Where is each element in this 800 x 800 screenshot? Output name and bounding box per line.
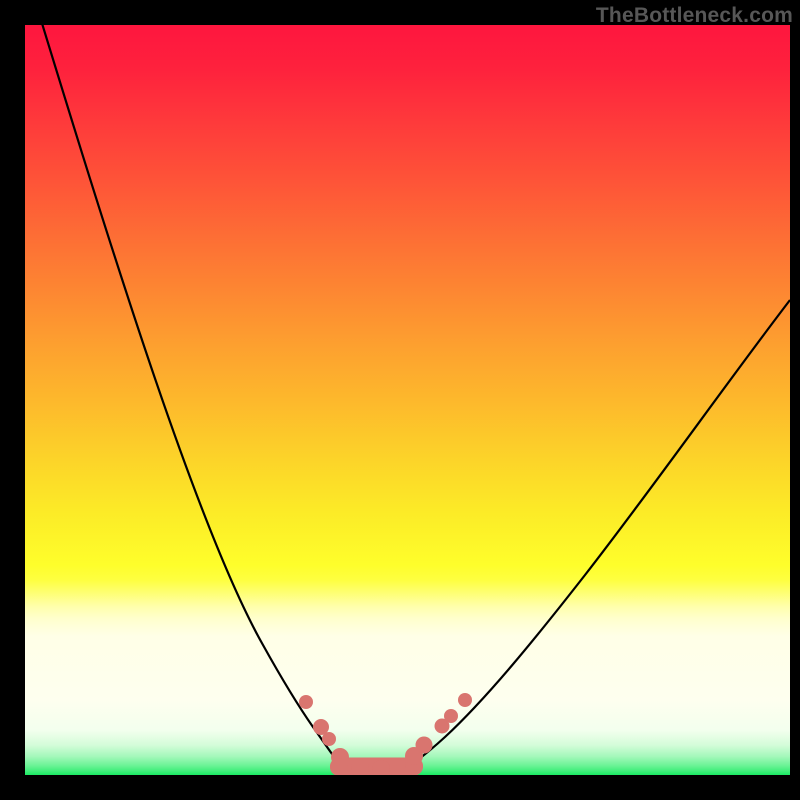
frame-border-left (0, 0, 25, 800)
chart-plot-area (25, 25, 790, 775)
frame-border-right (790, 0, 800, 800)
marker-dot (458, 693, 472, 707)
chart-svg (25, 25, 790, 775)
gradient-background (25, 25, 790, 775)
marker-dot (416, 737, 433, 754)
marker-dot (299, 695, 313, 709)
frame-border-bottom (0, 775, 800, 800)
watermark-text: TheBottleneck.com (596, 4, 793, 28)
marker-dot (444, 709, 458, 723)
marker-dot (322, 732, 336, 746)
